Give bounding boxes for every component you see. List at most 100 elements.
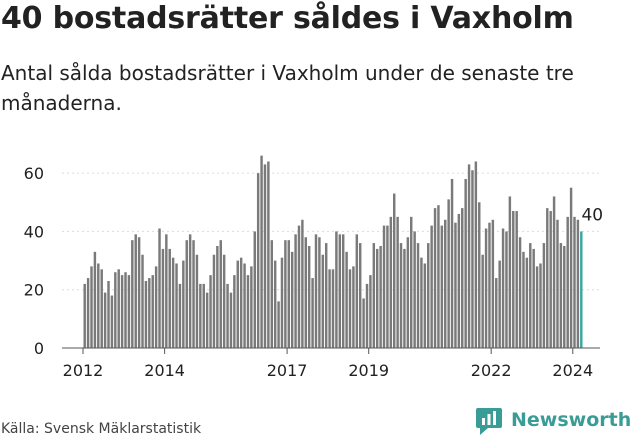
bar <box>542 243 546 348</box>
bar <box>205 292 209 348</box>
bar <box>488 222 491 348</box>
bar <box>270 240 273 348</box>
bar <box>423 263 427 348</box>
bar <box>549 211 552 348</box>
bar <box>491 219 495 348</box>
y-tick-label: 0 <box>34 339 44 358</box>
bar <box>263 164 267 348</box>
bar <box>297 225 301 348</box>
newsworthy-bar-chart-icon <box>476 408 502 435</box>
bar <box>202 283 205 348</box>
labels: 0 20 40 60 2012 2014 2017 2019 2022 2024 40 <box>24 164 605 380</box>
bar <box>569 187 573 348</box>
bar <box>110 295 114 348</box>
bar <box>294 234 297 348</box>
bar <box>433 208 437 348</box>
bar <box>386 225 389 348</box>
bar <box>512 211 515 348</box>
bar <box>450 178 454 348</box>
bar <box>440 225 444 348</box>
bar <box>127 275 131 348</box>
bar <box>158 228 161 348</box>
bar <box>260 155 263 348</box>
bar <box>529 243 532 348</box>
bar <box>318 237 321 348</box>
bar <box>154 266 158 348</box>
bar <box>474 161 478 348</box>
bar <box>195 254 199 348</box>
bar <box>505 231 508 348</box>
bar <box>114 272 117 348</box>
bar <box>97 263 100 348</box>
bar <box>447 199 450 348</box>
x-tick-label: 2024 <box>552 361 593 380</box>
bar <box>576 219 580 348</box>
bar <box>539 263 542 348</box>
bar <box>406 237 410 348</box>
bar <box>161 248 165 348</box>
source-note: Källa: Svensk Mäklarstatistik <box>1 421 202 437</box>
bar <box>416 243 420 348</box>
bar <box>117 269 120 348</box>
bar <box>284 240 287 348</box>
bar <box>328 269 331 348</box>
bar <box>222 254 226 348</box>
bar <box>93 251 97 348</box>
bar <box>362 298 365 348</box>
bar <box>290 251 294 348</box>
bar <box>410 216 413 348</box>
bar <box>375 248 379 348</box>
bar <box>314 234 318 348</box>
bar <box>277 301 280 348</box>
bar <box>148 278 151 348</box>
bar <box>365 283 369 348</box>
chart-title: 40 bostadsrätter såldes i Vaxholm <box>1 1 574 36</box>
bar <box>287 240 291 348</box>
bar <box>464 178 467 348</box>
bar <box>120 275 124 348</box>
bar <box>522 251 525 348</box>
bar <box>307 246 311 348</box>
value-annotation: 40 <box>581 205 603 225</box>
bar <box>379 246 382 348</box>
bar <box>345 251 348 348</box>
bar <box>532 248 535 348</box>
bar <box>321 254 325 348</box>
bar <box>301 219 304 348</box>
bar <box>444 219 447 348</box>
bar <box>209 275 212 348</box>
x-tick-label: 2019 <box>348 361 389 380</box>
bar <box>182 260 185 348</box>
x-tick-label: 2014 <box>144 361 185 380</box>
bar <box>454 222 457 348</box>
bar <box>134 234 137 348</box>
bar-chart: 0 20 40 60 2012 2014 2017 2019 2022 2024 40 <box>24 155 605 380</box>
y-tick-label: 60 <box>24 164 44 183</box>
bar <box>501 228 505 348</box>
bar <box>573 216 576 348</box>
bar <box>348 269 352 348</box>
bar <box>233 275 236 348</box>
bar <box>253 231 256 348</box>
bar <box>137 237 141 348</box>
bar <box>389 216 393 348</box>
bar <box>250 266 253 348</box>
bar <box>100 269 103 348</box>
bars <box>83 155 583 348</box>
bar <box>399 243 403 348</box>
bar <box>430 225 433 348</box>
bar <box>90 266 93 348</box>
bar <box>331 269 335 348</box>
bar <box>563 246 566 348</box>
y-tick-label: 20 <box>24 281 44 300</box>
bar <box>535 266 539 348</box>
bar <box>355 234 359 348</box>
brand-logo[interactable]: Newsworthy <box>476 408 631 436</box>
bar <box>273 260 277 348</box>
x-tick-label: 2022 <box>471 361 512 380</box>
bar <box>495 278 498 348</box>
bar <box>311 278 314 348</box>
bar <box>382 225 386 348</box>
bar <box>144 280 148 348</box>
bar <box>457 213 461 348</box>
